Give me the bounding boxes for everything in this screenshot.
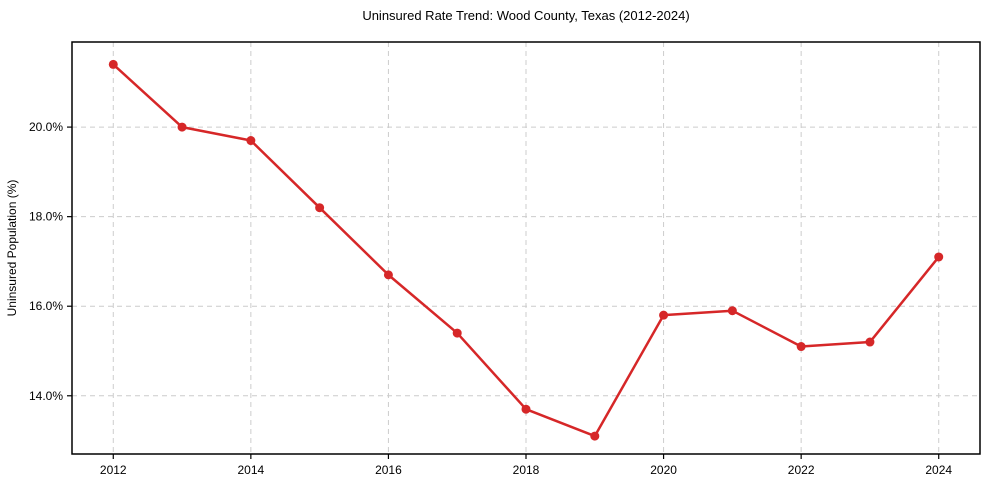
y-axis-label: Uninsured Population (%) [5,180,19,317]
x-tick-label: 2014 [237,463,264,477]
x-tick-label: 2024 [925,463,952,477]
data-point [108,59,118,69]
data-point [452,328,462,338]
x-tick-label: 2018 [513,463,540,477]
data-point [796,342,806,352]
data-point [590,431,600,441]
x-tick-label: 2012 [100,463,127,477]
data-point [865,337,875,347]
y-tick-label: 16.0% [29,299,63,313]
data-point [659,310,669,320]
data-point [521,404,531,414]
data-point [177,122,187,132]
y-tick-label: 20.0% [29,120,63,134]
data-point [315,203,325,213]
x-tick-label: 2016 [375,463,402,477]
data-point [934,252,944,262]
data-point [727,306,737,316]
y-tick-label: 14.0% [29,389,63,403]
data-point [246,136,256,146]
x-tick-label: 2022 [788,463,815,477]
x-tick-label: 2020 [650,463,677,477]
plot-frame [71,41,981,455]
data-point [383,270,393,280]
y-tick-label: 18.0% [29,210,63,224]
chart-title: Uninsured Rate Trend: Wood County, Texas… [362,8,690,23]
